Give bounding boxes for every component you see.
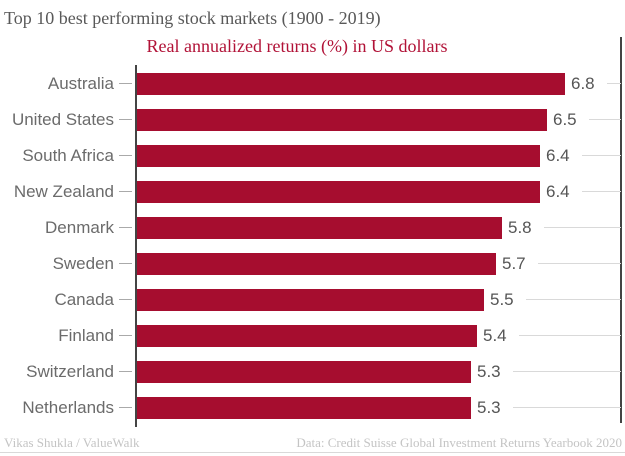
leader-line	[582, 155, 621, 156]
value-label: 5.5	[490, 290, 514, 309]
leader-line	[526, 299, 621, 300]
value-label: 6.8	[571, 74, 595, 93]
value-label: 5.4	[483, 326, 507, 345]
bar-row: Australia 6.8	[0, 66, 625, 102]
category-label: Switzerland	[26, 362, 114, 381]
category-label: Sweden	[52, 254, 114, 273]
bar	[137, 253, 496, 275]
value-label: 5.3	[477, 398, 501, 417]
category-label: Netherlands	[22, 398, 114, 417]
value-label: 5.3	[477, 362, 501, 381]
value-label: 6.4	[546, 146, 570, 165]
category-label: Denmark	[45, 218, 114, 237]
leader-line	[544, 227, 621, 228]
footer-divider	[0, 452, 625, 453]
value-label: 6.4	[546, 182, 570, 201]
bar-row: Netherlands 5.3	[0, 390, 625, 426]
value-label: 5.7	[502, 254, 526, 273]
category-label: South Africa	[22, 146, 114, 165]
category-label: Canada	[54, 290, 114, 309]
leader-line	[513, 407, 621, 408]
axis-tick	[119, 371, 132, 372]
axis-tick	[119, 191, 132, 192]
leader-line	[513, 371, 621, 372]
leader-line	[538, 263, 621, 264]
leader-line	[582, 191, 621, 192]
bar-row: United States 6.5	[0, 102, 625, 138]
bar	[137, 289, 484, 311]
y-axis-line	[135, 65, 137, 427]
category-label: Australia	[47, 74, 114, 93]
chart-subtitle: Real annualized returns (%) in US dollar…	[146, 36, 448, 56]
category-label: Finland	[58, 326, 114, 345]
bar	[137, 397, 471, 419]
value-label: 6.5	[553, 110, 577, 129]
axis-tick	[119, 155, 132, 156]
axis-tick	[119, 407, 132, 408]
chart-title: Top 10 best performing stock markets (19…	[4, 8, 381, 28]
axis-tick	[119, 299, 132, 300]
bar	[137, 325, 477, 347]
plot-right-border	[620, 37, 622, 423]
bar-row: Finland 5.4	[0, 318, 625, 354]
footer: Vikas Shukla / ValueWalk Data: Credit Su…	[0, 435, 625, 452]
bar	[137, 217, 502, 239]
value-label: 5.8	[508, 218, 532, 237]
axis-tick	[119, 119, 132, 120]
category-label: United States	[11, 110, 114, 129]
axis-tick	[119, 227, 132, 228]
bar-row: Sweden 5.7	[0, 246, 625, 282]
bar	[137, 145, 540, 167]
bar	[137, 73, 565, 95]
bar	[137, 109, 547, 131]
credit-author: Vikas Shukla / ValueWalk	[4, 435, 140, 450]
bar-row: Canada 5.5	[0, 282, 625, 318]
bar-row: Denmark 5.8	[0, 210, 625, 246]
axis-tick	[119, 263, 132, 264]
category-label: New Zealand	[13, 182, 114, 201]
bar-row: South Africa 6.4	[0, 138, 625, 174]
leader-line	[589, 119, 621, 120]
leader-line	[607, 83, 621, 84]
bar-row: Switzerland 5.3	[0, 354, 625, 390]
bar	[137, 361, 471, 383]
bar-row: New Zealand 6.4	[0, 174, 625, 210]
axis-tick	[119, 83, 132, 84]
bar	[137, 181, 540, 203]
credit-source: Data: Credit Suisse Global Investment Re…	[296, 435, 622, 450]
axis-tick	[119, 335, 132, 336]
leader-line	[519, 335, 621, 336]
